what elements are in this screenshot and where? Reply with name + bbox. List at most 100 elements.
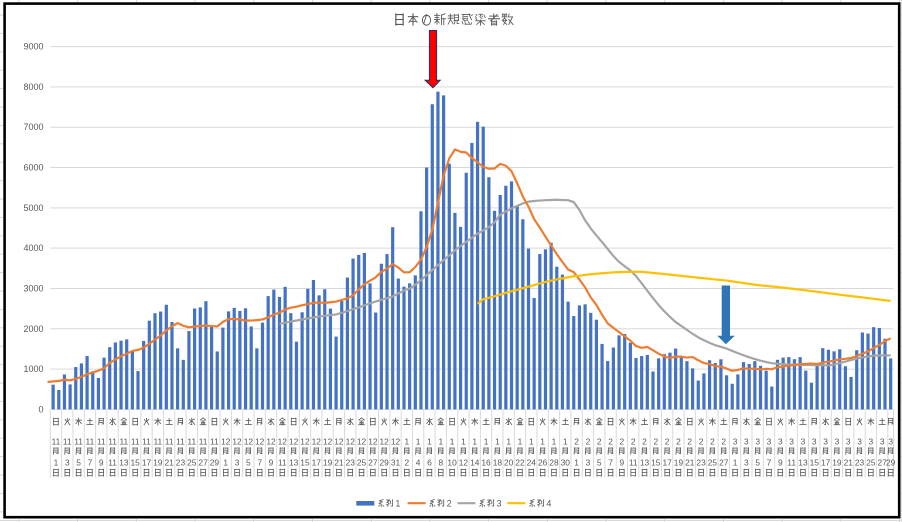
svg-text:11: 11 bbox=[131, 437, 140, 447]
svg-text:15: 15 bbox=[131, 458, 141, 468]
svg-text:3: 3 bbox=[235, 458, 240, 468]
svg-text:1: 1 bbox=[540, 437, 545, 447]
svg-text:1: 1 bbox=[427, 437, 432, 447]
svg-text:12: 12 bbox=[323, 437, 333, 447]
svg-text:9: 9 bbox=[778, 458, 783, 468]
svg-text:26: 26 bbox=[538, 458, 548, 468]
svg-text:9: 9 bbox=[99, 458, 104, 468]
svg-text:5: 5 bbox=[246, 458, 251, 468]
svg-text:17: 17 bbox=[821, 458, 831, 468]
svg-text:21: 21 bbox=[334, 458, 344, 468]
svg-text:3: 3 bbox=[744, 437, 749, 447]
svg-text:4: 4 bbox=[416, 458, 421, 468]
svg-text:1: 1 bbox=[472, 437, 477, 447]
svg-text:1: 1 bbox=[529, 437, 534, 447]
svg-text:2: 2 bbox=[665, 437, 670, 447]
svg-text:11: 11 bbox=[787, 458, 796, 468]
svg-text:30: 30 bbox=[561, 458, 571, 468]
svg-text:17: 17 bbox=[142, 458, 152, 468]
svg-text:7: 7 bbox=[257, 458, 262, 468]
svg-text:2: 2 bbox=[574, 437, 579, 447]
svg-text:11: 11 bbox=[278, 458, 287, 468]
svg-text:20: 20 bbox=[504, 458, 514, 468]
svg-text:5: 5 bbox=[755, 458, 760, 468]
svg-text:1: 1 bbox=[495, 437, 500, 447]
svg-text:7: 7 bbox=[767, 458, 772, 468]
svg-text:29: 29 bbox=[210, 458, 220, 468]
svg-text:1: 1 bbox=[552, 437, 557, 447]
svg-text:7: 7 bbox=[88, 458, 93, 468]
svg-text:0: 0 bbox=[38, 404, 43, 414]
svg-text:27: 27 bbox=[719, 458, 729, 468]
svg-text:12: 12 bbox=[391, 437, 401, 447]
svg-text:3: 3 bbox=[744, 458, 749, 468]
svg-text:11: 11 bbox=[74, 437, 83, 447]
svg-text:15: 15 bbox=[810, 458, 820, 468]
svg-text:3: 3 bbox=[755, 437, 760, 447]
svg-text:12: 12 bbox=[221, 437, 231, 447]
svg-text:19: 19 bbox=[323, 458, 333, 468]
svg-text:9: 9 bbox=[269, 458, 274, 468]
svg-text:29: 29 bbox=[380, 458, 390, 468]
svg-text:23: 23 bbox=[176, 458, 186, 468]
svg-text:1: 1 bbox=[416, 437, 421, 447]
svg-text:21: 21 bbox=[685, 458, 695, 468]
svg-text:9000: 9000 bbox=[23, 42, 43, 52]
svg-text:16: 16 bbox=[481, 458, 491, 468]
svg-text:13: 13 bbox=[289, 458, 299, 468]
svg-text:6: 6 bbox=[427, 458, 432, 468]
svg-text:27: 27 bbox=[198, 458, 208, 468]
svg-text:3: 3 bbox=[869, 437, 874, 447]
svg-text:7: 7 bbox=[608, 458, 613, 468]
svg-text:11: 11 bbox=[187, 437, 196, 447]
svg-text:15: 15 bbox=[651, 458, 661, 468]
svg-text:3: 3 bbox=[846, 437, 851, 447]
svg-text:2: 2 bbox=[653, 437, 658, 447]
svg-text:2: 2 bbox=[608, 437, 613, 447]
svg-text:1: 1 bbox=[484, 437, 489, 447]
svg-text:2: 2 bbox=[447, 498, 452, 508]
svg-text:5: 5 bbox=[597, 458, 602, 468]
svg-text:2: 2 bbox=[710, 437, 715, 447]
svg-text:17: 17 bbox=[662, 458, 672, 468]
svg-text:15: 15 bbox=[300, 458, 310, 468]
svg-text:12: 12 bbox=[312, 437, 322, 447]
svg-text:11: 11 bbox=[142, 437, 151, 447]
svg-text:27: 27 bbox=[878, 458, 888, 468]
svg-text:2: 2 bbox=[676, 437, 681, 447]
svg-text:1: 1 bbox=[223, 458, 228, 468]
svg-text:3: 3 bbox=[888, 437, 893, 447]
svg-text:3: 3 bbox=[767, 437, 772, 447]
svg-text:3: 3 bbox=[801, 437, 806, 447]
svg-text:11: 11 bbox=[97, 437, 106, 447]
svg-text:3: 3 bbox=[823, 437, 828, 447]
svg-text:6000: 6000 bbox=[23, 163, 43, 173]
svg-text:11: 11 bbox=[108, 437, 117, 447]
svg-text:12: 12 bbox=[459, 458, 469, 468]
svg-text:13: 13 bbox=[798, 458, 808, 468]
svg-text:7000: 7000 bbox=[23, 122, 43, 132]
svg-text:4: 4 bbox=[546, 498, 551, 508]
svg-text:11: 11 bbox=[52, 437, 61, 447]
svg-text:31: 31 bbox=[391, 458, 401, 468]
svg-text:23: 23 bbox=[696, 458, 706, 468]
svg-text:1: 1 bbox=[518, 437, 523, 447]
svg-text:2: 2 bbox=[404, 458, 409, 468]
svg-text:3: 3 bbox=[880, 437, 885, 447]
svg-text:3: 3 bbox=[789, 437, 794, 447]
svg-text:11: 11 bbox=[63, 437, 72, 447]
svg-text:22: 22 bbox=[515, 458, 525, 468]
svg-text:12: 12 bbox=[278, 437, 288, 447]
svg-text:2: 2 bbox=[631, 437, 636, 447]
svg-text:11: 11 bbox=[120, 437, 129, 447]
svg-text:23: 23 bbox=[346, 458, 356, 468]
svg-text:1: 1 bbox=[404, 437, 409, 447]
svg-text:25: 25 bbox=[708, 458, 718, 468]
svg-text:3000: 3000 bbox=[23, 283, 43, 293]
svg-text:2: 2 bbox=[597, 437, 602, 447]
svg-text:11: 11 bbox=[629, 458, 638, 468]
svg-text:1: 1 bbox=[395, 498, 400, 508]
svg-text:24: 24 bbox=[527, 458, 537, 468]
svg-text:8: 8 bbox=[438, 458, 443, 468]
svg-text:12: 12 bbox=[255, 437, 265, 447]
